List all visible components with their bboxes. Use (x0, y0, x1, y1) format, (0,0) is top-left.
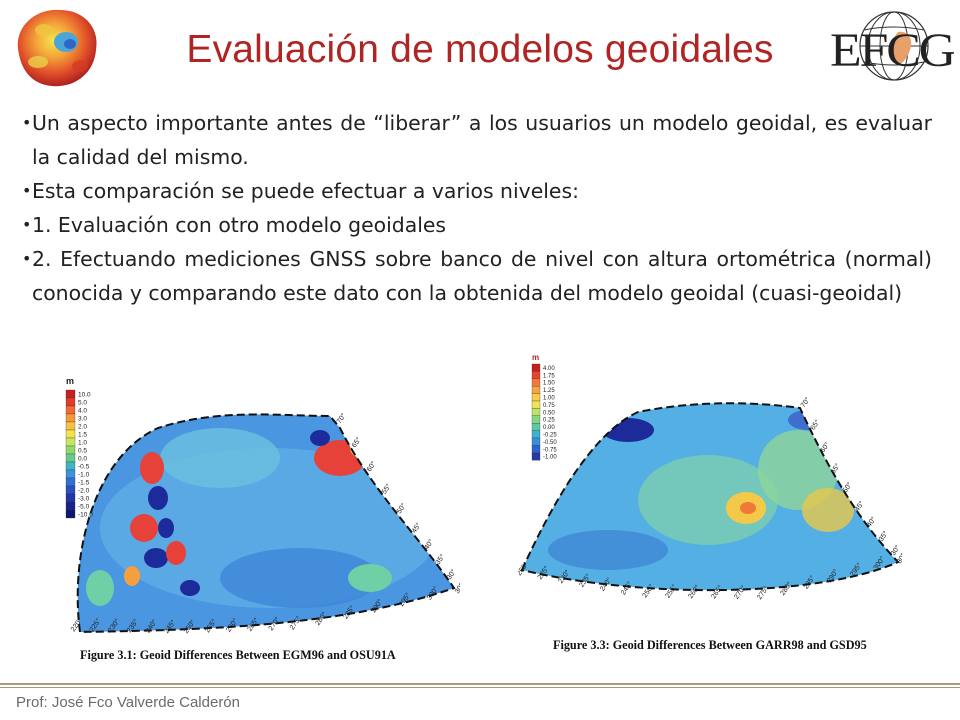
legend-tick-label: 0.0 (78, 455, 87, 462)
legend-swatch (531, 445, 541, 453)
legend-swatch (65, 413, 76, 423)
efcg-logo-text: EFCG (830, 24, 954, 77)
axis-tick-label: 305° (453, 579, 460, 596)
legend-swatch (531, 408, 541, 416)
legend-tick-label: -2.0 (78, 487, 90, 494)
legend-swatch (65, 485, 76, 495)
legend-swatch (531, 378, 541, 387)
footer-divider (0, 683, 960, 685)
legend-swatch (65, 421, 76, 431)
legend-swatch (65, 389, 76, 399)
bullet-item: Esta comparación se puede efectuar a var… (22, 174, 932, 208)
figure-garr98-gsd95: m 4.00 1.75 1.50 1.25 1.00 0.75 0.50 0.25 0.00 -0… (518, 350, 902, 635)
figure-egm96-osu91a: m 10.0 5.0 4.0 3.0 2.0 1.5 1.0 0.5 0.0 -0.5 -1.0 -1… (40, 368, 460, 638)
legend-tick-label: 1.75 (543, 373, 555, 379)
footer-divider (0, 687, 960, 688)
legend-tick-label: 5.0 (78, 399, 87, 406)
legend-tick-label: 1.25 (543, 388, 555, 394)
bullet-item: 2. Efectuando mediciones GNSS sobre banc… (22, 242, 932, 310)
legend-tick-label: 0.25 (543, 418, 555, 424)
legend-tick-label: -5.0 (78, 503, 90, 510)
legend-tick-label: 10.0 (78, 391, 91, 398)
legend-tick-label: 0.50 (543, 410, 555, 416)
figure-caption: Figure 3.3: Geoid Differences Between GA… (553, 638, 867, 652)
legend-swatch (531, 386, 541, 394)
figure-caption: Figure 3.1: Geoid Differences Between EG… (80, 648, 396, 662)
legend-tick-label: 1.00 (543, 396, 555, 402)
legend-swatch (65, 477, 76, 487)
colorbar-legend: 10.05.04.03.02.01.51.00.50.0-0.5-1.0-1.5… (65, 389, 93, 519)
legend-swatch (65, 405, 76, 415)
legend-swatch (65, 445, 76, 455)
legend-tick-label: 1.5 (78, 431, 87, 438)
legend-tick-label: -1.5 (78, 479, 90, 486)
legend-tick-label: -0.5 (78, 463, 90, 470)
colorbar-legend: 4.001.75 1.501.25 1.000.750.50 0.250.00 -0.2… (531, 363, 557, 461)
legend-swatch (531, 423, 541, 431)
slide-title: Evaluación de modelos geoidales (186, 28, 774, 71)
legend-tick-label: 2.0 (78, 423, 87, 430)
legend-swatch (65, 469, 76, 479)
legend-tick-label: -10.0 (78, 511, 93, 518)
legend-tick-label: 0.5 (78, 447, 87, 454)
legend-swatch (531, 393, 541, 402)
legend-tick-label: 0.00 (543, 425, 555, 431)
legend-tick-label: 1.50 (543, 381, 555, 387)
legend-swatch (531, 437, 541, 446)
legend-swatch (65, 493, 76, 503)
axis-tick-label: 65° (350, 436, 363, 449)
legend-swatch (531, 452, 541, 461)
legend-swatch (65, 453, 76, 463)
bullet-item: Un aspecto importante antes de “liberar”… (22, 106, 932, 174)
legend-tick-label: 1.0 (78, 439, 87, 446)
bullet-item: 1. Evaluación con otro modelo geoidales (22, 208, 932, 242)
efcg-logo: EFCG (830, 11, 954, 81)
legend-swatch (531, 415, 541, 424)
legend-tick-label: -0.25 (543, 433, 557, 439)
legend-tick-label: -3.0 (78, 495, 90, 502)
legend-swatch (65, 397, 76, 407)
legend-unit: m (66, 376, 74, 386)
geoid-globe-logo (17, 9, 97, 87)
axis-tick-label: 70° (799, 396, 812, 409)
legend-tick-label: 4.00 (543, 366, 555, 372)
legend-swatch (65, 437, 76, 447)
bullet-list: Un aspecto importante antes de “liberar”… (22, 106, 932, 310)
legend-swatch (531, 430, 541, 439)
legend-tick-label: -0.75 (543, 447, 557, 453)
legend-swatch (65, 509, 76, 519)
legend-tick-label: -0.50 (543, 440, 557, 446)
legend-tick-label: 4.0 (78, 407, 87, 414)
legend-swatch (531, 363, 541, 372)
legend-swatch (65, 501, 76, 511)
legend-tick-label: -1.00 (543, 455, 557, 461)
legend-tick-label: -1.0 (78, 471, 90, 478)
legend-swatch (531, 400, 541, 409)
legend-swatch (65, 429, 76, 439)
legend-swatch (65, 461, 76, 471)
legend-unit: m (532, 353, 539, 362)
legend-tick-label: 3.0 (78, 415, 87, 422)
axis-tick-label: 60° (365, 460, 378, 473)
axis-tick-label: 305° (895, 549, 902, 566)
legend-swatch (531, 371, 541, 379)
footer-author: Prof: José Fco Valverde Calderón (16, 694, 240, 711)
legend-tick-label: 0.75 (543, 403, 555, 409)
